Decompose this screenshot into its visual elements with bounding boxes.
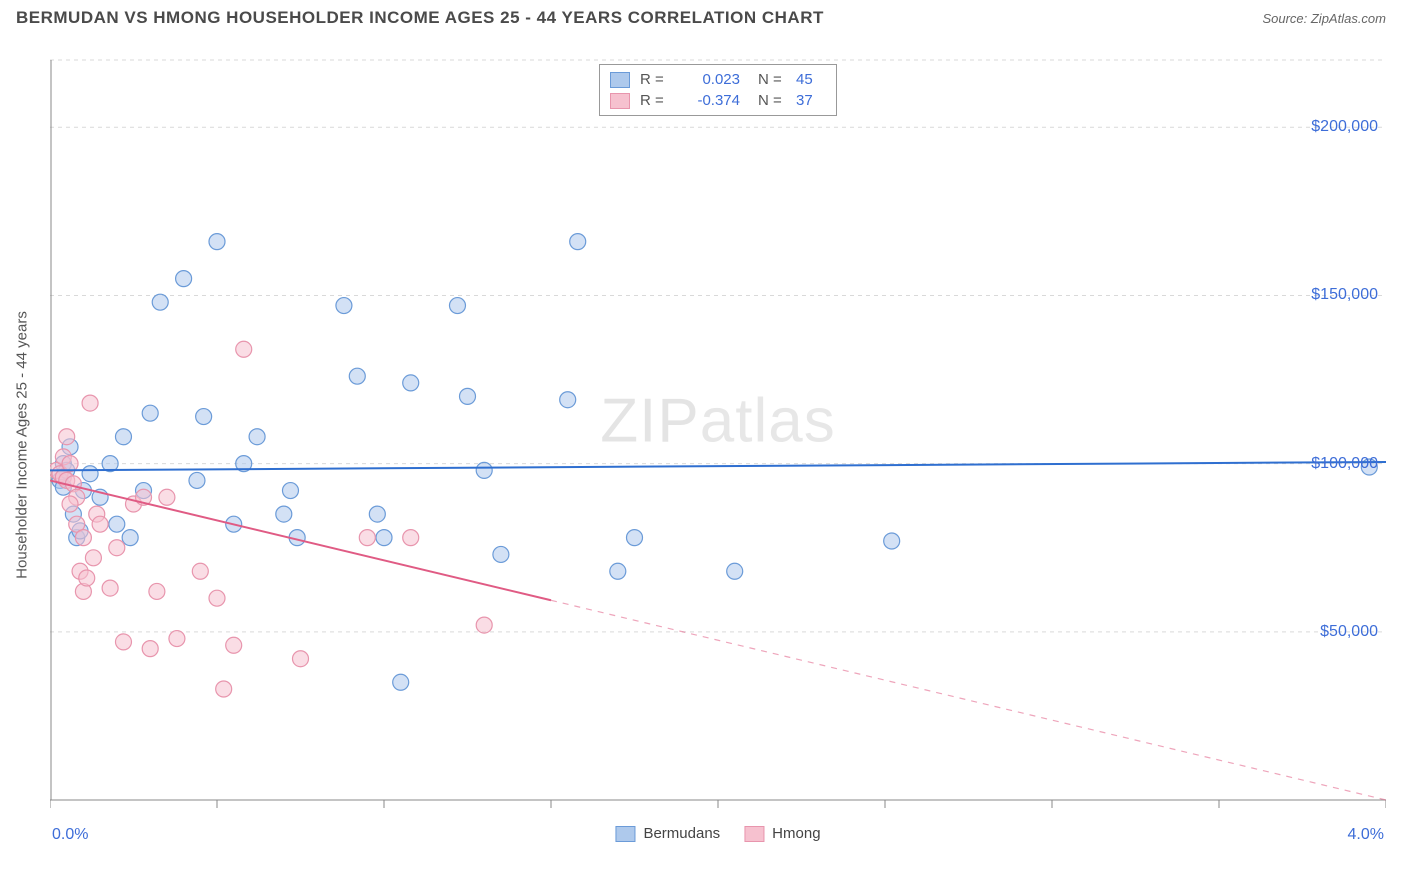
y-axis-label: Householder Income Ages 25 - 44 years bbox=[14, 311, 31, 579]
n-label: N = bbox=[758, 92, 786, 109]
legend-bottom-item: Bermudans bbox=[615, 825, 720, 842]
chart-title: BERMUDAN VS HMONG HOUSEHOLDER INCOME AGE… bbox=[16, 8, 824, 28]
legend-swatch bbox=[744, 826, 764, 842]
legend-swatch bbox=[610, 72, 630, 88]
legend-series-name: Bermudans bbox=[643, 825, 720, 842]
r-label: R = bbox=[640, 71, 668, 88]
source-prefix: Source: bbox=[1262, 11, 1310, 26]
y-tick-label: $150,000 bbox=[1311, 286, 1378, 304]
legend-bottom-item: Hmong bbox=[744, 825, 820, 842]
legend-top-row: R = 0.023 N = 45 bbox=[610, 69, 826, 90]
y-tick-label: $200,000 bbox=[1311, 118, 1378, 136]
source-name: ZipAtlas.com bbox=[1311, 11, 1386, 26]
n-value: 45 bbox=[796, 71, 826, 88]
header: BERMUDAN VS HMONG HOUSEHOLDER INCOME AGE… bbox=[0, 0, 1406, 32]
legend-top: R = 0.023 N = 45 R = -0.374 N = 37 bbox=[599, 64, 837, 116]
legend-swatch bbox=[615, 826, 635, 842]
legend-series-name: Hmong bbox=[772, 825, 820, 842]
r-label: R = bbox=[640, 92, 668, 109]
r-value: 0.023 bbox=[678, 71, 740, 88]
legend-bottom: Bermudans Hmong bbox=[615, 825, 820, 842]
source-attribution: Source: ZipAtlas.com bbox=[1262, 11, 1386, 26]
scatter-plot-svg bbox=[50, 50, 1386, 840]
x-axis-max-label: 4.0% bbox=[1348, 826, 1384, 844]
legend-top-row: R = -0.374 N = 37 bbox=[610, 90, 826, 111]
plot-container: Householder Income Ages 25 - 44 years ZI… bbox=[50, 50, 1386, 840]
n-label: N = bbox=[758, 71, 786, 88]
y-tick-label: $100,000 bbox=[1311, 455, 1378, 473]
legend-swatch bbox=[610, 93, 630, 109]
n-value: 37 bbox=[796, 92, 826, 109]
r-value: -0.374 bbox=[678, 92, 740, 109]
y-tick-label: $50,000 bbox=[1320, 623, 1378, 641]
x-axis-min-label: 0.0% bbox=[52, 826, 88, 844]
